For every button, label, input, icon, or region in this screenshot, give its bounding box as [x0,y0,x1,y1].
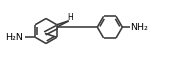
Text: NH₂: NH₂ [130,23,148,32]
Text: H: H [67,13,73,22]
Text: H₂N: H₂N [5,33,23,42]
